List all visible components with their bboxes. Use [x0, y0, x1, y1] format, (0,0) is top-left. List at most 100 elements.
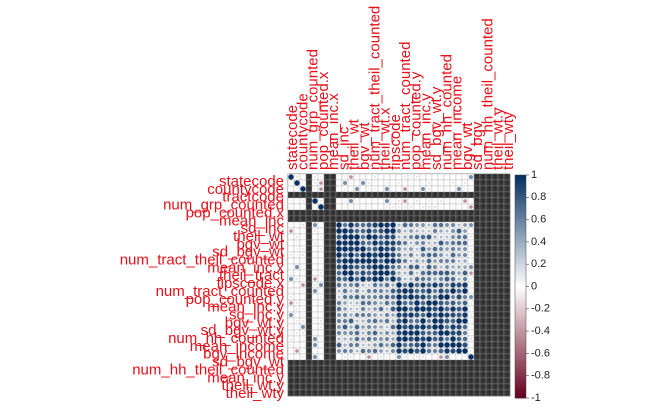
na-marker: ? [331, 319, 335, 325]
na-marker: ? [349, 379, 353, 385]
na-marker: ? [415, 217, 419, 223]
na-marker: ? [505, 319, 509, 325]
correlation-circle [378, 240, 384, 246]
correlation-circle [380, 356, 382, 358]
na-marker: ? [493, 205, 497, 211]
correlation-circle [432, 312, 438, 318]
colorbar-segment [515, 175, 526, 178]
correlation-circle [409, 247, 413, 251]
na-marker: ? [475, 259, 479, 265]
colorbar-segment [515, 297, 526, 301]
correlation-circle [427, 241, 431, 245]
correlation-circle [427, 223, 431, 227]
correlation-circle [384, 240, 390, 246]
correlation-circle [426, 234, 432, 240]
colorbar-segment [515, 186, 526, 189]
correlation-circle [354, 276, 360, 282]
colorbar-segment [515, 290, 526, 294]
na-marker: ? [403, 217, 407, 223]
correlation-circle [320, 314, 322, 316]
na-marker: ? [373, 391, 377, 397]
na-marker: ? [385, 385, 389, 391]
column-label: theil_wt.y [490, 107, 507, 170]
correlation-circle [296, 260, 298, 262]
correlation-circle [385, 325, 389, 329]
colorbar-tick-label: -0.6 [531, 347, 550, 359]
correlation-circle [344, 356, 346, 358]
column-label: fipscode [387, 114, 404, 170]
correlation-circle [378, 294, 384, 300]
correlation-circle [348, 252, 354, 258]
correlation-circle [360, 312, 366, 318]
correlation-circle [290, 200, 292, 202]
correlation-circle [439, 199, 443, 203]
na-marker: ? [433, 217, 437, 223]
correlation-circle [354, 240, 360, 246]
correlation-circle [354, 282, 360, 288]
correlation-circle [385, 343, 389, 347]
correlation-circle [414, 294, 420, 300]
correlation-circle [390, 294, 396, 300]
correlation-circle [438, 342, 444, 348]
correlation-circle [446, 182, 448, 184]
correlation-circle [372, 348, 378, 354]
na-marker: ? [505, 253, 509, 259]
correlation-circle [462, 306, 468, 312]
correlation-circle [313, 223, 317, 227]
na-marker: ? [379, 373, 383, 379]
na-marker: ? [331, 223, 335, 229]
na-marker: ? [475, 187, 479, 193]
colorbar-segment [515, 190, 526, 194]
correlation-circle [462, 300, 468, 306]
na-marker: ? [475, 241, 479, 247]
na-marker: ? [475, 223, 479, 229]
correlation-circle [314, 320, 316, 322]
colorbar-segment [515, 192, 526, 196]
correlation-circle [396, 282, 402, 288]
na-marker: ? [415, 361, 419, 367]
correlation-circle [469, 235, 473, 239]
correlation-circle [427, 181, 431, 185]
na-marker: ? [481, 325, 485, 331]
correlation-circle [420, 306, 426, 312]
na-marker: ? [505, 181, 509, 187]
na-marker: ? [445, 211, 449, 217]
na-marker: ? [427, 211, 431, 217]
na-marker: ? [505, 235, 509, 241]
na-marker: ? [439, 373, 443, 379]
correlation-circle [408, 270, 414, 276]
correlation-circle [470, 182, 472, 184]
correlation-circle [414, 264, 420, 270]
colorbar-segment [515, 369, 526, 372]
correlation-circle [450, 306, 456, 312]
na-marker: ? [427, 193, 431, 199]
correlation-circle [290, 290, 292, 292]
correlation-circle [420, 252, 426, 258]
correlation-circle [438, 240, 444, 246]
na-marker: ? [325, 229, 329, 235]
correlation-circle [342, 240, 348, 246]
na-marker: ? [421, 379, 425, 385]
correlation-circle [468, 354, 474, 360]
correlation-circle [354, 222, 360, 228]
correlation-circle [384, 336, 390, 342]
na-marker: ? [331, 313, 335, 319]
na-marker: ? [385, 211, 389, 217]
correlation-circle [361, 337, 365, 341]
correlation-circle [432, 264, 438, 270]
correlation-circle [344, 176, 346, 178]
correlation-circle [319, 325, 323, 329]
correlation-circle [384, 246, 390, 252]
correlation-circle [290, 326, 292, 328]
na-marker: ? [487, 361, 491, 367]
na-marker: ? [307, 223, 311, 229]
correlation-circle [450, 300, 456, 306]
na-marker: ? [355, 211, 359, 217]
na-marker: ? [307, 295, 311, 301]
na-marker: ? [313, 217, 317, 223]
correlation-circle [444, 276, 450, 282]
colorbar-segment [515, 375, 526, 379]
na-marker: ? [427, 373, 431, 379]
na-marker: ? [487, 223, 491, 229]
na-marker: ? [331, 253, 335, 259]
